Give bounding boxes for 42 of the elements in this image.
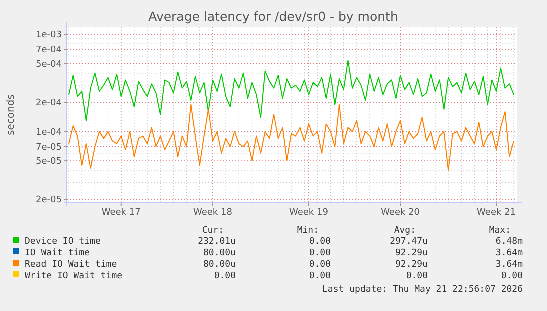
y-tick-label: 7e-04 [36, 46, 62, 56]
x-tick-label: Week 17 [102, 208, 141, 218]
text: Avg: [394, 226, 416, 236]
y-axis-title: seconds [6, 94, 17, 136]
y-tick-label: 1e-03 [36, 30, 62, 41]
chart-title: Average latency for /dev/sr0 - by month [148, 9, 398, 24]
text: 0.00 [214, 272, 236, 282]
x-tick-label: Week 21 [477, 208, 516, 218]
y-tick-label: 5e-04 [36, 60, 62, 70]
text: 0.00 [309, 248, 331, 258]
text: Max: [489, 226, 511, 236]
x-tick-label: Week 19 [289, 208, 329, 218]
text: 0.00 [309, 260, 331, 270]
line-series [68, 104, 514, 171]
x-tick-label: Week 20 [381, 208, 420, 218]
text: 3.64m [496, 260, 523, 270]
text: 3.64m [496, 248, 523, 258]
text: 297.47u [390, 237, 428, 247]
y-tick-label: 2e-05 [36, 196, 62, 206]
y-tick-label: 1e-04 [36, 128, 62, 138]
text: Last update: Thu May 21 22:56:07 2026 [322, 285, 523, 295]
text: 0.00 [309, 272, 331, 282]
text: 80.00u [203, 248, 236, 258]
legend-label: Write IO Wait time [25, 272, 123, 282]
legend-label: Device IO time [25, 237, 101, 247]
text: 92.29u [395, 248, 428, 258]
x-tick-label: Week 18 [193, 208, 233, 218]
text: 232.01u [198, 237, 236, 247]
text: Cur: [202, 226, 224, 236]
y-tick-label: 7e-05 [36, 142, 62, 153]
legend-label: Read IO Wait time [25, 260, 118, 270]
text: 0.00 [501, 272, 523, 282]
text: 0.00 [309, 237, 331, 247]
y-tick-label: 2e-04 [36, 98, 62, 109]
text: 6.48m [496, 237, 523, 247]
line-series [68, 60, 514, 122]
text: 92.29u [395, 260, 428, 270]
y-tick-label: 5e-05 [36, 157, 62, 168]
text: 0.00 [406, 272, 428, 282]
text: 80.00u [203, 260, 236, 270]
text: Min: [297, 226, 319, 236]
legend-label: IO Wait time [25, 248, 90, 258]
